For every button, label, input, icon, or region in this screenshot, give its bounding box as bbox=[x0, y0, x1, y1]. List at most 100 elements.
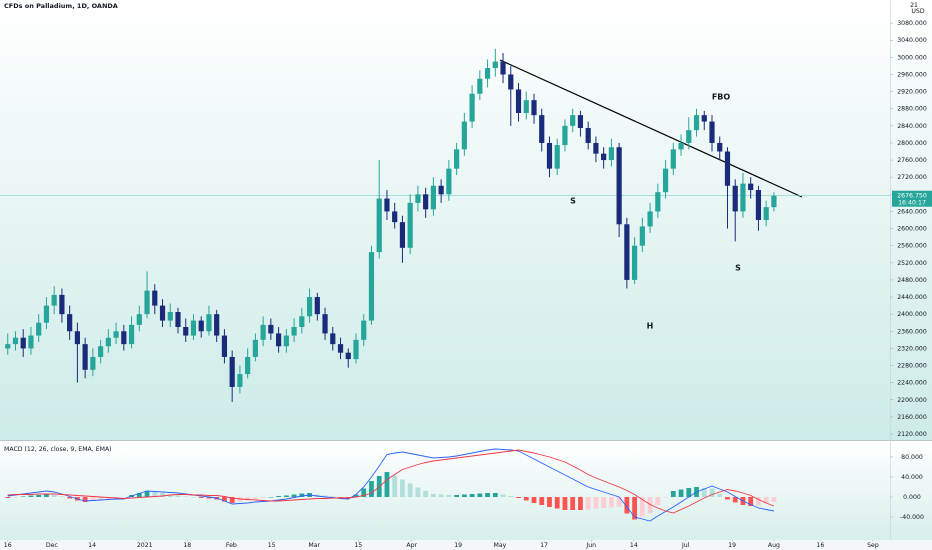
histogram-bar bbox=[469, 494, 475, 497]
y-tick-label: 2200.000 bbox=[897, 397, 927, 404]
candle-body bbox=[299, 316, 305, 328]
candle-body bbox=[601, 153, 607, 161]
y-tick-label: 2520.000 bbox=[897, 260, 927, 267]
candle-body bbox=[724, 151, 731, 186]
candle-body bbox=[492, 61, 498, 69]
candle-body bbox=[577, 115, 584, 128]
histogram-bar bbox=[407, 483, 413, 497]
candle-body bbox=[461, 121, 467, 150]
histogram-bar bbox=[593, 497, 599, 509]
candle-body bbox=[330, 333, 336, 345]
histogram-bar bbox=[36, 495, 42, 497]
x-tick-label: Mar bbox=[308, 542, 320, 549]
histogram-bar bbox=[670, 491, 676, 497]
histogram-bar bbox=[423, 491, 429, 497]
y-tick-label: 2280.000 bbox=[897, 363, 927, 370]
histogram-bar bbox=[245, 497, 251, 501]
candle-body bbox=[82, 344, 88, 370]
candle-body bbox=[113, 331, 119, 338]
histogram-bar bbox=[191, 497, 196, 498]
histogram-bar bbox=[198, 497, 204, 498]
histogram-bar bbox=[492, 493, 498, 497]
histogram-bar bbox=[252, 497, 258, 499]
histogram-bar bbox=[632, 497, 638, 520]
candle-body bbox=[183, 327, 189, 336]
candle-body bbox=[709, 121, 715, 143]
histogram-bar bbox=[105, 497, 111, 499]
candle-body bbox=[531, 100, 537, 116]
candle-body bbox=[740, 183, 746, 212]
histogram-bar bbox=[392, 475, 398, 497]
histogram-bar bbox=[400, 479, 405, 497]
candle-body bbox=[159, 305, 166, 321]
candle-body bbox=[252, 339, 258, 357]
candle-body bbox=[508, 74, 514, 90]
candle-body bbox=[20, 337, 26, 349]
histogram-bar bbox=[330, 496, 336, 497]
indicator-pane bbox=[0, 441, 932, 540]
histogram-bar bbox=[369, 481, 374, 497]
histogram-bar bbox=[771, 497, 777, 502]
candle-body bbox=[484, 68, 491, 79]
histogram-bar bbox=[229, 497, 235, 503]
candle-body bbox=[399, 222, 406, 248]
histogram-bar bbox=[353, 494, 359, 497]
candle-body bbox=[515, 89, 522, 113]
candle-body bbox=[539, 115, 545, 143]
candle-body bbox=[276, 333, 282, 347]
candle-body bbox=[128, 324, 135, 345]
histogram-bar bbox=[763, 497, 769, 504]
histogram-bar bbox=[748, 497, 754, 506]
histogram-bar bbox=[601, 497, 607, 508]
x-tick-label: Dec bbox=[46, 542, 59, 549]
x-tick-label: 16 bbox=[4, 542, 12, 549]
histogram-bar bbox=[725, 497, 730, 500]
indicator-title: MACD (12, 26, close, 9, EMA, EMA) bbox=[4, 446, 112, 453]
candle-body bbox=[198, 320, 204, 332]
price-pane bbox=[0, 0, 932, 440]
last-price-label: 2676.750 bbox=[897, 193, 927, 200]
candle-body bbox=[144, 290, 150, 315]
candle-body bbox=[74, 331, 80, 345]
histogram-bar bbox=[701, 488, 707, 497]
candle-body bbox=[632, 245, 638, 280]
histogram-bar bbox=[523, 497, 529, 501]
candle-body bbox=[43, 305, 50, 323]
candle-body bbox=[314, 297, 320, 315]
y-tick-label: 2480.000 bbox=[897, 277, 927, 284]
countdown: 16:40:17 bbox=[898, 200, 926, 207]
candle-body bbox=[763, 207, 769, 220]
candle-body bbox=[12, 337, 19, 345]
candle-body bbox=[647, 211, 653, 227]
candle-body bbox=[678, 142, 684, 150]
last-price-badge bbox=[892, 190, 932, 207]
candle-body bbox=[593, 142, 599, 154]
histogram-bar bbox=[616, 497, 622, 507]
histogram-bar bbox=[345, 497, 351, 498]
histogram-bar bbox=[531, 497, 537, 503]
candle-body bbox=[732, 185, 738, 212]
x-tick-label: Aug bbox=[768, 542, 780, 549]
candle-body bbox=[283, 335, 289, 347]
histogram-bar bbox=[384, 472, 390, 497]
x-tick-label: 18 bbox=[183, 542, 191, 549]
y-tick-label: 2120.000 bbox=[897, 431, 927, 438]
candle-body bbox=[59, 294, 65, 315]
y-tick-label: 2320.000 bbox=[897, 345, 927, 352]
y-tick-label: 2440.000 bbox=[897, 294, 927, 301]
candle-body bbox=[585, 127, 591, 143]
x-tick-label: 14 bbox=[88, 542, 96, 549]
histogram-bar bbox=[554, 497, 560, 509]
candle-body bbox=[368, 252, 375, 321]
candle-body bbox=[337, 344, 344, 353]
y-tick-label: 2600.000 bbox=[897, 226, 927, 233]
candle-body bbox=[260, 324, 266, 340]
candle-body bbox=[98, 346, 104, 357]
histogram-bar bbox=[260, 497, 266, 498]
histogram-bar bbox=[516, 497, 521, 498]
histogram-bar bbox=[678, 489, 684, 497]
histogram-bar bbox=[639, 497, 645, 517]
y-tick-label: 2400.000 bbox=[897, 311, 927, 318]
histogram-bar bbox=[51, 495, 57, 497]
histogram-bar bbox=[539, 497, 545, 505]
